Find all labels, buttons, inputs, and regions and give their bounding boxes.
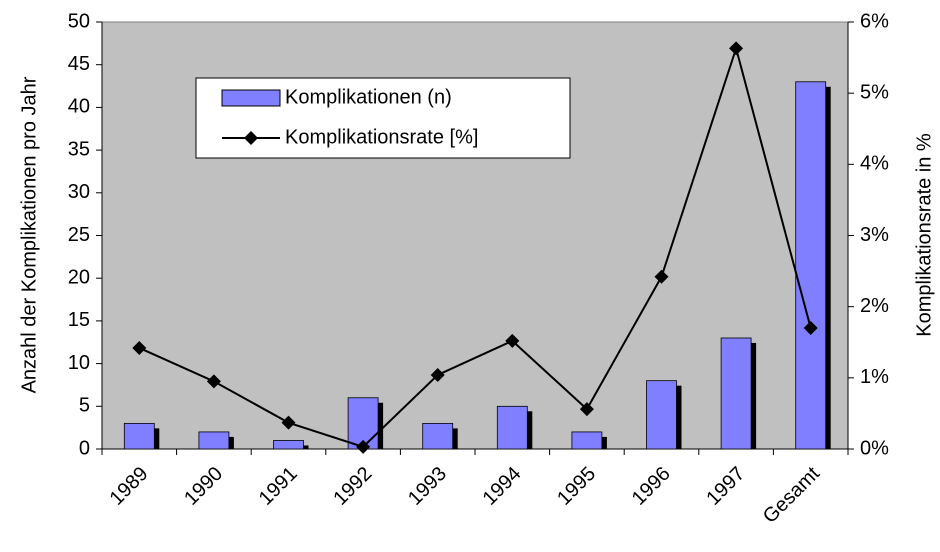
legend-label: Komplikationsrate [%] bbox=[285, 126, 478, 148]
legend-swatch bbox=[221, 89, 281, 107]
x-tick-label: 1995 bbox=[553, 463, 600, 510]
bar bbox=[720, 337, 752, 450]
x-tick-label: 1996 bbox=[628, 463, 675, 510]
y2-tick-label: 0% bbox=[860, 437, 889, 459]
y-tick-label: 15 bbox=[68, 309, 90, 331]
line-marker bbox=[281, 415, 296, 430]
line-marker bbox=[356, 439, 371, 454]
x-tick-label: 1991 bbox=[255, 463, 302, 510]
y-tick-label: 35 bbox=[68, 138, 90, 160]
x-tick-label: 1994 bbox=[479, 463, 526, 510]
y-tick-label: 50 bbox=[68, 10, 90, 32]
line-marker bbox=[579, 402, 594, 417]
y2-axis-title: Komplikationsrate in % bbox=[913, 133, 935, 337]
legend-box bbox=[195, 77, 571, 159]
y2-tick-label: 4% bbox=[860, 153, 889, 175]
x-tick-label: 1997 bbox=[702, 463, 749, 510]
line-marker bbox=[430, 367, 445, 382]
line-marker bbox=[803, 321, 818, 336]
bar bbox=[123, 422, 155, 450]
line-marker bbox=[505, 333, 520, 348]
bar bbox=[646, 380, 677, 450]
y2-tick-label: 6% bbox=[860, 10, 889, 32]
y-tick-label: 10 bbox=[68, 352, 90, 374]
bar bbox=[273, 440, 304, 450]
x-tick-label: 1989 bbox=[106, 463, 153, 510]
x-tick-label: 1992 bbox=[329, 463, 376, 510]
x-tick-label: 1990 bbox=[180, 463, 227, 510]
y-tick-label: 30 bbox=[68, 181, 90, 203]
bar bbox=[496, 405, 528, 450]
y-tick-label: 5 bbox=[79, 395, 90, 417]
y-tick-label: 0 bbox=[79, 437, 90, 459]
y-axis-title: Anzahl der Komplikationen pro Jahr bbox=[18, 76, 40, 393]
legend-marker bbox=[244, 131, 258, 145]
bar bbox=[198, 431, 230, 450]
y2-tick-label: 3% bbox=[860, 224, 889, 246]
legend-label: Komplikationen (n) bbox=[285, 86, 452, 108]
line bbox=[138, 44, 812, 449]
y-tick-label: 45 bbox=[68, 53, 90, 75]
bar bbox=[422, 422, 454, 450]
y-tick-label: 40 bbox=[68, 96, 90, 118]
y2-tick-label: 2% bbox=[860, 295, 889, 317]
line-marker bbox=[729, 41, 744, 56]
y2-tick-label: 1% bbox=[860, 366, 889, 388]
line-marker bbox=[206, 374, 221, 389]
x-tick-label: Gesamt bbox=[759, 462, 824, 527]
bar bbox=[795, 81, 827, 450]
line-marker bbox=[132, 340, 147, 355]
y-tick-label: 20 bbox=[68, 266, 90, 288]
x-tick-label: 1993 bbox=[404, 463, 451, 510]
y2-tick-label: 5% bbox=[860, 81, 889, 103]
bar bbox=[571, 431, 603, 450]
line-marker bbox=[654, 269, 669, 284]
y-tick-label: 25 bbox=[68, 224, 90, 246]
